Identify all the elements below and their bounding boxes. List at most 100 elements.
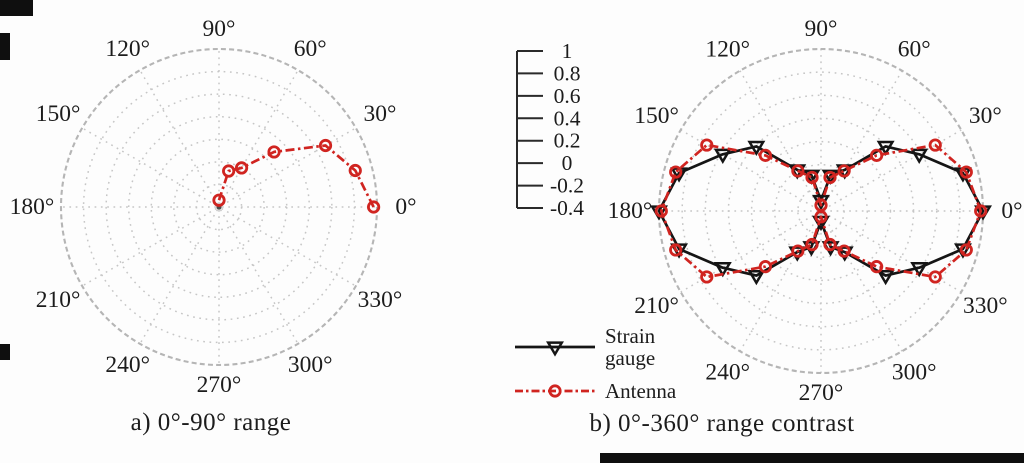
angle-tick-label: 300° bbox=[288, 352, 333, 378]
data-point-marker bbox=[700, 138, 714, 152]
video-artifact-top-left bbox=[0, 0, 33, 16]
series-line bbox=[659, 143, 983, 279]
data-point-marker bbox=[823, 237, 837, 252]
data-point-marker bbox=[348, 163, 362, 178]
scale-bar-tick-label: -0.2 bbox=[550, 174, 584, 198]
polar-spoke-gridline bbox=[680, 211, 819, 293]
series-line bbox=[657, 145, 985, 277]
polar-spoke-gridline bbox=[739, 70, 821, 209]
angle-tick-label: 240° bbox=[705, 360, 750, 386]
scale-bar-tick-label: 0.2 bbox=[554, 129, 581, 153]
legend-item-antenna: Antenna bbox=[513, 377, 676, 405]
data-point-marker bbox=[870, 148, 884, 162]
polar-ring-gridline bbox=[681, 71, 961, 351]
polar-ring-gridline bbox=[150, 138, 288, 276]
caption-plot-b: b) 0°-360° range contrast bbox=[589, 410, 855, 437]
data-point-marker bbox=[823, 170, 837, 185]
polar-ring-gridline bbox=[195, 183, 243, 231]
polar-plot-a: 0° 30° 60° 90° 120° 150° 180° 210° 240° 270° 300° 3… bbox=[10, 16, 417, 398]
series-antenna bbox=[212, 138, 381, 214]
polar-spoke-gridline bbox=[81, 207, 217, 287]
polar-ring-gridline bbox=[773, 163, 869, 259]
angle-tick-label: 150° bbox=[36, 101, 81, 127]
scale-bar-tick-label: 1 bbox=[562, 39, 573, 63]
data-point-marker bbox=[876, 140, 895, 157]
data-point-marker bbox=[928, 138, 942, 152]
video-artifact-left-upper bbox=[0, 33, 10, 60]
radial-scale-bar: 10.80.60.40.20-0.2-0.4 bbox=[516, 39, 584, 220]
legend-label-strain-line2: gauge bbox=[605, 346, 656, 370]
angle-tick-label: 180° bbox=[608, 198, 653, 224]
legend-label-strain-line1: Strain bbox=[605, 324, 656, 348]
angle-tick-label: 30° bbox=[363, 101, 396, 127]
series-antenna bbox=[654, 138, 988, 284]
legend-sample-marker bbox=[548, 384, 562, 398]
polar-ring-gridline bbox=[82, 70, 356, 344]
angle-tick-label: 0° bbox=[1001, 198, 1022, 224]
data-point-marker bbox=[876, 269, 895, 286]
data-point-marker bbox=[669, 165, 683, 179]
scale-bar-tick-label: 0.6 bbox=[554, 84, 581, 108]
polar-spoke-gridline bbox=[823, 211, 962, 293]
polar-outer-ring bbox=[59, 47, 379, 367]
polar-spoke-gridline bbox=[221, 207, 357, 287]
data-point-marker bbox=[959, 165, 973, 179]
data-point-marker bbox=[814, 210, 828, 224]
data-point-marker bbox=[758, 260, 772, 274]
data-point-marker bbox=[758, 148, 772, 162]
series-line bbox=[217, 144, 375, 208]
legend: Strain gauge Antenna bbox=[513, 325, 676, 413]
polar-spoke-gridline bbox=[139, 69, 219, 205]
legend-sample-marker bbox=[546, 341, 564, 357]
legend-label-antenna: Antenna bbox=[605, 380, 676, 402]
polar-spoke-gridline bbox=[739, 213, 821, 352]
data-point-marker bbox=[747, 269, 766, 286]
data-point-marker bbox=[700, 270, 714, 284]
angle-tick-label: 240° bbox=[105, 352, 150, 378]
polar-ring-gridline bbox=[173, 161, 265, 253]
data-point-marker bbox=[654, 204, 668, 218]
polar-spoke-gridline bbox=[221, 127, 357, 207]
polar-spoke-gridline bbox=[81, 127, 217, 207]
caption-plot-a: a) 0°-90° range bbox=[130, 409, 292, 436]
video-artifact-left-lower bbox=[0, 344, 10, 360]
angle-tick-label: 210° bbox=[36, 287, 81, 313]
angle-tick-label: 150° bbox=[634, 103, 679, 129]
antenna-line-sample-icon bbox=[515, 384, 595, 398]
angle-tick-label: 300° bbox=[892, 360, 937, 386]
strain-gauge-line-sample-icon bbox=[515, 341, 595, 357]
angle-tick-label: 120° bbox=[105, 36, 150, 62]
polar-plot-b: 0° 30° 60° 90° 120° 150° 180° 210° 240° 270° 300° 3… bbox=[608, 16, 1023, 406]
data-point-marker bbox=[837, 164, 851, 178]
angle-tick-label: 0° bbox=[395, 194, 416, 220]
video-artifact-bottom bbox=[600, 453, 1024, 463]
data-point-marker bbox=[367, 200, 381, 214]
angle-tick-label: 180° bbox=[10, 194, 55, 220]
data-point-marker bbox=[870, 260, 884, 274]
scale-bar-tick-label: -0.4 bbox=[550, 196, 584, 220]
angle-tick-label: 90° bbox=[805, 16, 838, 42]
angle-tick-label: 270° bbox=[799, 380, 844, 406]
polar-spoke-gridline bbox=[823, 129, 962, 211]
data-point-marker bbox=[791, 244, 805, 258]
scale-bar-tick-label: 0 bbox=[562, 151, 573, 175]
data-point-marker bbox=[805, 170, 819, 185]
data-point-marker bbox=[791, 164, 805, 178]
legend-item-strain-gauge: Strain gauge bbox=[513, 325, 676, 369]
data-point-marker bbox=[910, 148, 929, 164]
legend-label-antenna-line1: Antenna bbox=[605, 379, 677, 403]
angle-tick-label: 90° bbox=[203, 16, 236, 42]
data-point-marker bbox=[713, 148, 732, 164]
data-point-marker bbox=[959, 243, 973, 257]
data-point-marker bbox=[910, 262, 929, 278]
polar-ring-gridline bbox=[105, 93, 333, 321]
angle-tick-label: 270° bbox=[197, 372, 242, 398]
polar-spoke-gridline bbox=[821, 213, 903, 352]
angle-tick-label: 330° bbox=[963, 293, 1008, 319]
data-point-marker bbox=[669, 243, 683, 257]
data-point-marker bbox=[212, 193, 226, 207]
polar-ring-gridline bbox=[127, 115, 311, 299]
scale-bar-tick-label: 0.8 bbox=[554, 61, 581, 85]
polar-ring-gridline bbox=[797, 187, 845, 235]
